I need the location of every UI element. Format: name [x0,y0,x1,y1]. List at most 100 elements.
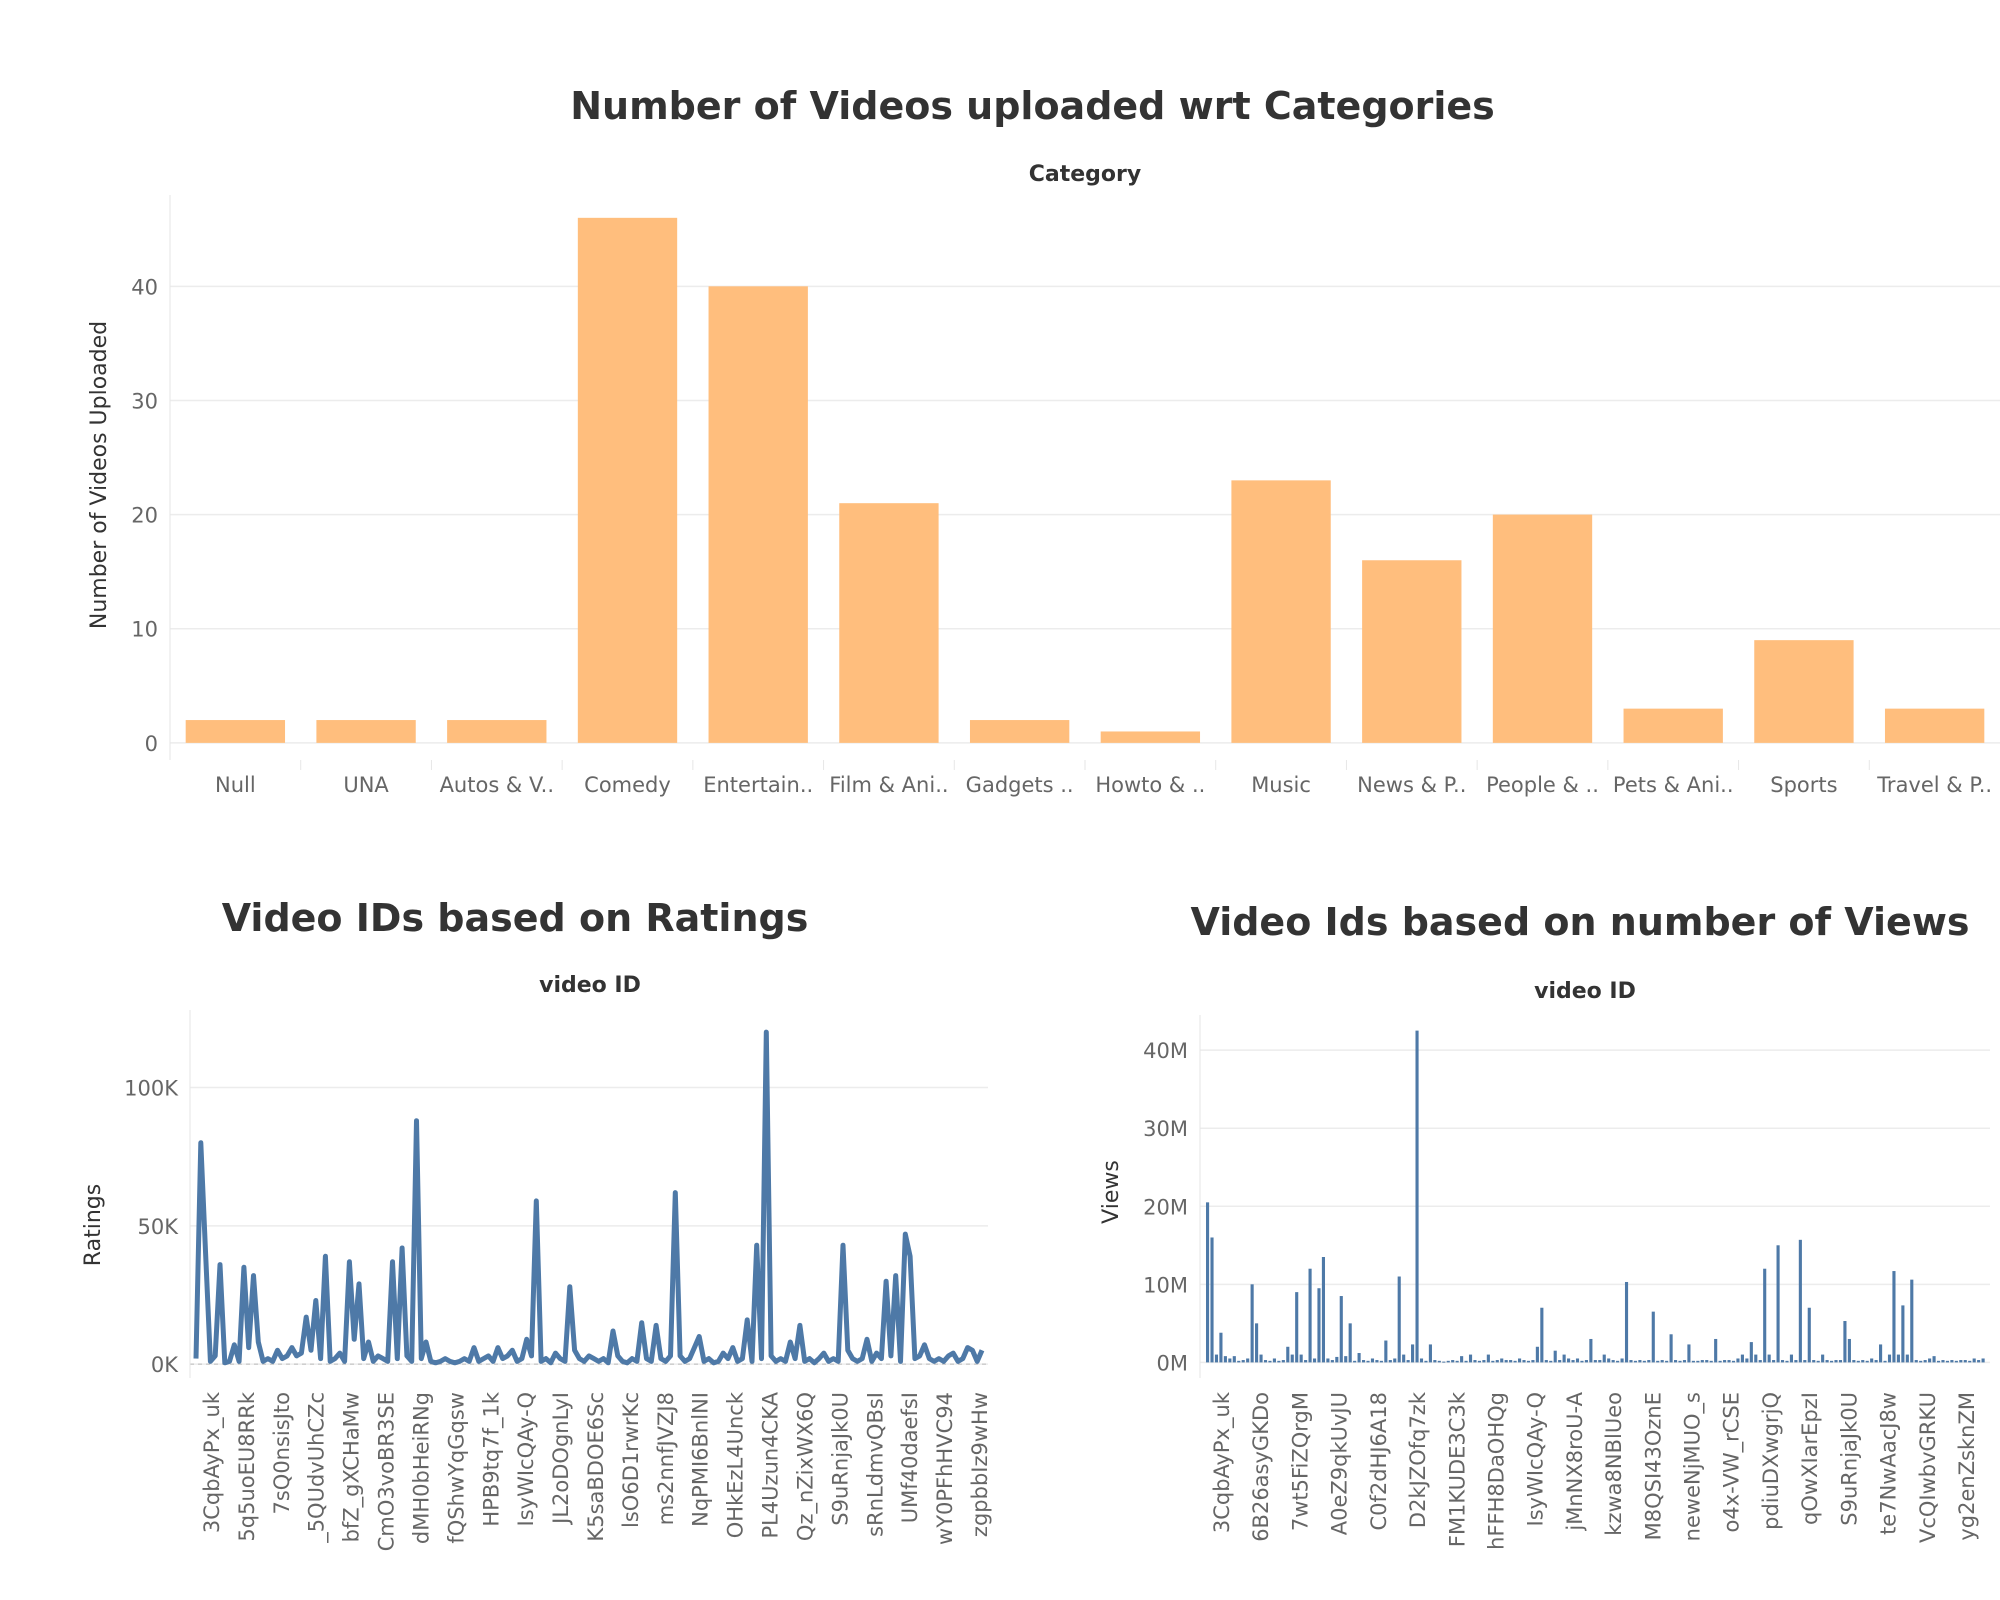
bar [1879,1344,1883,1363]
y-axis-title: Number of Videos Uploaded [87,321,112,629]
x-tick-label: IsyWIcQAy-Q [514,1392,538,1526]
bar [1727,1360,1731,1363]
bar [1602,1354,1606,1363]
bar [1460,1356,1464,1363]
bar [1562,1354,1566,1363]
bar [839,503,939,743]
bar [1807,1307,1811,1363]
bar [1268,1360,1272,1363]
bar [1861,1360,1865,1363]
x-tick-label: Sports [1770,773,1837,797]
x-tick-label: _5QUdvUhCZc [305,1392,330,1544]
chart-title-categories: Number of Videos uploaded wrt Categories [570,84,1495,128]
bar [1919,1360,1923,1363]
bar [1535,1346,1539,1363]
x-tick-label: lsO6D1rwrKc [619,1392,643,1528]
y-tick-label: 10 [131,618,158,642]
bar [1821,1354,1825,1363]
bar [1393,1358,1397,1363]
y-tick-label: 0K [151,1353,179,1377]
bar [1397,1276,1401,1363]
x-tick-label: Film & Ani.. [829,773,948,797]
bar [1593,1360,1597,1363]
bar [1290,1354,1294,1363]
bar [1892,1271,1896,1363]
bar [1785,1360,1789,1363]
x-tick-label: Gadgets .. [966,773,1074,797]
bar [1549,1360,1553,1363]
bar [1231,480,1331,743]
x-tick-label: ms2nnfJVZJ8 [654,1392,678,1525]
x-tick-label: zgpbbIz9wHw [968,1392,992,1537]
y-tick-label: 40M [1143,1039,1188,1063]
bar [1754,1354,1758,1363]
bar [1638,1360,1642,1363]
bar [1772,1360,1776,1363]
bar [1883,1360,1887,1363]
x-tick-label: Autos & V.. [440,773,554,797]
bar [708,286,808,743]
x-tick-label: Comedy [584,773,671,797]
x-tick-label: 3CqbAyPx_uk [1210,1391,1235,1533]
x-tick-label: Music [1251,773,1311,797]
bar [1589,1338,1593,1363]
bar [1972,1358,1976,1363]
chart-title-ratings: Video IDs based on Ratings [221,896,809,940]
bar [1896,1354,1900,1363]
bar [1553,1350,1557,1363]
x-tick-label: 5q5uoEU8RRk [235,1391,259,1541]
bar [1286,1346,1290,1363]
bar [1344,1356,1348,1363]
bar [1647,1360,1651,1363]
bar [1223,1356,1227,1363]
bar [1798,1239,1802,1363]
bar [1504,1360,1508,1363]
x-tick-label: hFFH8DaOHQg [1484,1392,1508,1550]
bar [1433,1360,1437,1363]
bar [1442,1361,1446,1363]
bar [1968,1360,1972,1363]
y-tick-label: 50K [138,1215,180,1239]
bar [1932,1356,1936,1363]
bar [1250,1284,1254,1363]
x-tick-label: Entertain.. [703,773,813,797]
x-tick-label: dMH0bHeiRNg [409,1392,433,1544]
bar [1584,1360,1588,1363]
x-tick-label: yg2enZsknZM [1955,1392,1979,1541]
bar [1928,1358,1932,1363]
bar [1263,1360,1268,1363]
bar [1335,1356,1339,1363]
bar [1580,1360,1584,1363]
x-tick-label: S9uRnjaJk0U [1837,1392,1861,1526]
x-tick-label: PL4Uzun4CKA [759,1391,783,1538]
bar [1326,1358,1330,1363]
bar [1406,1360,1410,1363]
x-tick-label: Travel & P.. [1876,773,1992,797]
bar [1370,1358,1375,1363]
column-header: video ID [1534,979,1636,1004]
bar [1910,1279,1914,1363]
bar [1246,1358,1250,1363]
bar [1415,1030,1419,1363]
bar [1526,1360,1531,1363]
bar [316,720,416,743]
bar [1455,1360,1459,1363]
bar [1518,1358,1522,1363]
bar [1660,1360,1664,1363]
y-tick-label: 30M [1143,1117,1188,1141]
x-tick-label: 6B26asyGKDo [1249,1392,1273,1542]
bar [1691,1360,1695,1363]
x-tick-label: sRnLdmvQBsI [863,1392,887,1537]
bar [1219,1332,1223,1363]
bar [1758,1360,1762,1363]
x-tick-label: fQShwYqGqsw [444,1392,468,1544]
bar [1402,1354,1406,1363]
bar [1629,1360,1633,1363]
column-header: video ID [539,973,641,998]
bar [1375,1360,1379,1363]
bar [1540,1307,1544,1363]
bar [1749,1342,1753,1363]
y-tick-label: 100K [124,1076,179,1100]
bar [1905,1354,1909,1363]
bar [1763,1268,1767,1363]
